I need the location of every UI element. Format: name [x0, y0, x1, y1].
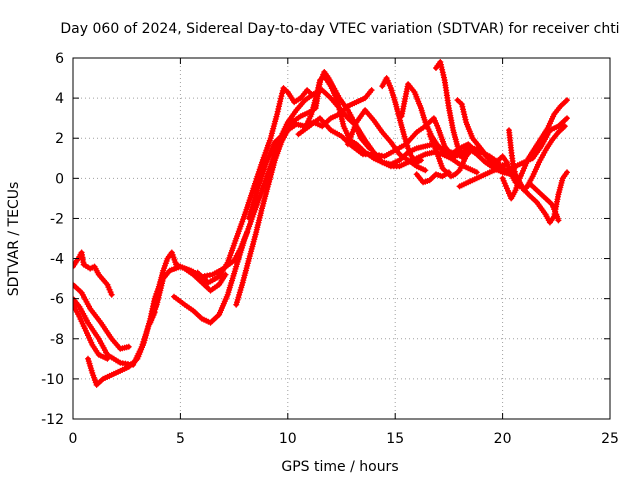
plot-frame — [72, 57, 611, 420]
x-tick-label: 5 — [176, 431, 185, 447]
series-markers — [454, 97, 493, 162]
y-tick-label: -12 — [41, 412, 64, 428]
series-pass-19 — [454, 97, 493, 162]
y-tick-label: -2 — [50, 211, 64, 227]
series-markers — [73, 249, 115, 298]
y-tick-label: 6 — [55, 51, 64, 67]
y-tick-label: 4 — [55, 91, 64, 107]
series-pass-23 — [491, 153, 562, 224]
series-markers — [344, 107, 429, 174]
series-pass-8 — [194, 85, 315, 286]
ticks — [72, 57, 611, 420]
x-tick-label: 20 — [494, 431, 512, 447]
y-axis-label: SDTVAR / TECUs — [6, 182, 22, 297]
y-tick-label: -10 — [41, 372, 64, 388]
x-tick-label: 10 — [279, 431, 297, 447]
x-tick-label: 15 — [386, 431, 404, 447]
y-tick-labels: -12 -10 -8 -6 -4 -2 0 2 4 6 — [41, 51, 64, 428]
x-tick-label: 25 — [601, 431, 619, 447]
series-pass-14 — [379, 75, 424, 166]
y-tick-label: -4 — [50, 252, 64, 268]
series-pass-4 — [73, 301, 111, 362]
x-axis-label: GPS time / hours — [281, 459, 398, 475]
x-tick-label: 0 — [69, 431, 78, 447]
series-markers — [171, 87, 570, 326]
series-pass-1 — [73, 249, 115, 298]
series-trace — [171, 87, 570, 325]
series-markers — [491, 153, 562, 224]
series-markers — [73, 281, 132, 352]
series-pass-2 — [73, 281, 132, 352]
series-markers — [413, 169, 452, 186]
series-markers — [73, 301, 111, 362]
x-tick-labels: 0 5 10 15 20 25 — [69, 431, 619, 447]
series-pass-21 — [499, 97, 570, 202]
series-markers — [194, 85, 315, 286]
series-markers — [499, 97, 570, 202]
y-tick-label: 2 — [55, 131, 64, 147]
y-tick-label: -8 — [50, 332, 64, 348]
series-markers — [379, 75, 424, 166]
series-markers — [73, 295, 158, 368]
y-tick-label: 0 — [55, 171, 64, 187]
series-pass-3 — [73, 295, 158, 368]
series-pass-18 — [413, 169, 452, 186]
series-pass-13 — [344, 107, 429, 174]
y-tick-label: -6 — [50, 292, 64, 308]
chart-title: Day 060 of 2024, Sidereal Day-to-day VTE… — [60, 21, 619, 37]
series-group — [73, 59, 570, 388]
series-pass-7 — [171, 87, 570, 326]
